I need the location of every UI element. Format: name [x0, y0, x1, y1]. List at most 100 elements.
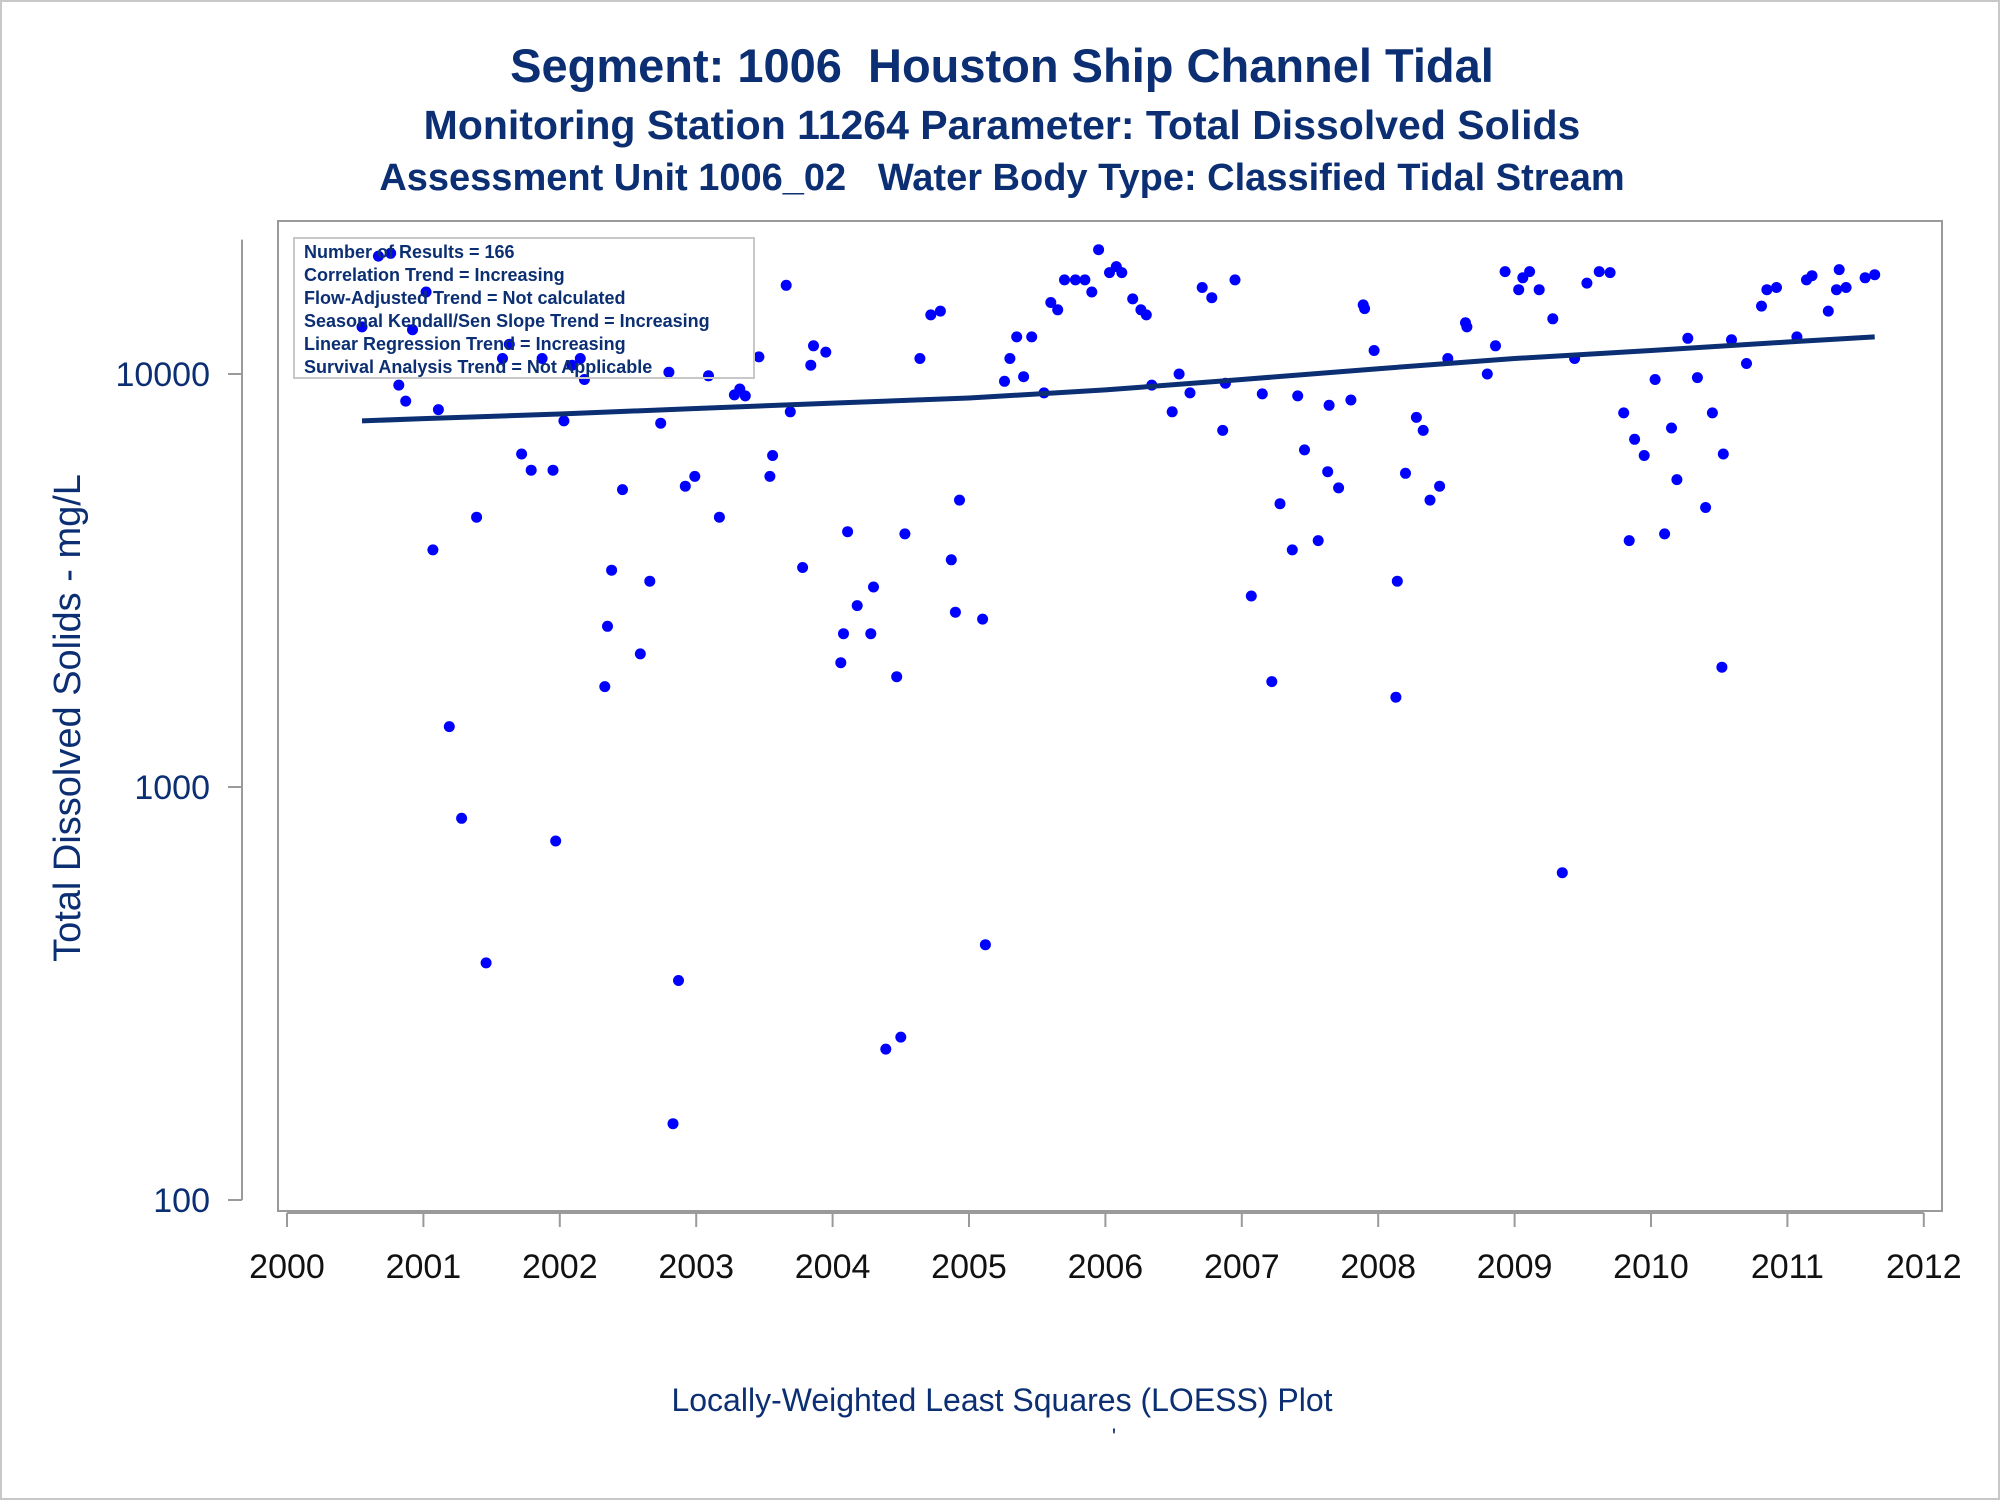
data-point — [1682, 332, 1694, 344]
data-point — [1499, 266, 1511, 278]
legend-line: Number of Results = 166 — [304, 242, 515, 262]
data-point — [1229, 274, 1241, 286]
data-point — [1390, 691, 1402, 703]
data-point — [1556, 867, 1568, 879]
legend-box — [293, 237, 755, 379]
data-point — [1116, 267, 1128, 279]
x-tick-label: 2010 — [1613, 1248, 1689, 1286]
data-point — [456, 812, 468, 824]
x-tick-label: 2012 — [1886, 1248, 1962, 1286]
data-point — [1196, 282, 1208, 293]
x-tick-label: 2002 — [522, 1248, 598, 1286]
data-point — [703, 370, 714, 382]
data-point — [1166, 406, 1178, 418]
data-point — [1018, 371, 1030, 383]
data-point — [1359, 303, 1371, 315]
data-point — [1011, 331, 1023, 343]
data-point — [739, 390, 751, 402]
data-point — [497, 353, 508, 364]
data-point — [1833, 264, 1845, 276]
data-point — [1093, 244, 1105, 256]
data-point — [934, 305, 946, 317]
data-point — [764, 470, 776, 482]
data-point — [1173, 368, 1185, 380]
data-point — [895, 1031, 907, 1043]
footnote-text: Locally-Weighted Least Squares (LOESS) P… — [671, 1382, 1333, 1418]
data-point — [1323, 399, 1335, 411]
data-point — [356, 321, 368, 333]
data-point — [945, 554, 957, 566]
data-point — [1666, 422, 1677, 434]
data-point — [1368, 345, 1380, 356]
data-point — [1417, 424, 1429, 436]
data-point — [550, 835, 562, 847]
data-point — [427, 544, 439, 556]
data-point — [820, 346, 832, 358]
data-point — [1726, 334, 1737, 346]
data-point — [1706, 407, 1718, 419]
chart-subtitle: Monitoring Station 11264 Parameter: Tota… — [423, 102, 1581, 148]
data-point — [1410, 411, 1422, 423]
data-point — [443, 721, 455, 733]
data-point — [602, 620, 613, 632]
data-point — [842, 526, 854, 538]
data-point — [1869, 269, 1881, 281]
data-point — [1671, 474, 1683, 486]
data-point — [1771, 282, 1782, 293]
data-point — [1691, 372, 1703, 384]
data-point — [372, 250, 384, 262]
data-point — [1292, 390, 1304, 402]
data-point — [655, 417, 667, 429]
x-tick-label: 2001 — [386, 1248, 462, 1286]
data-point — [1618, 407, 1630, 419]
data-point — [1806, 270, 1818, 282]
data-point — [868, 581, 879, 593]
data-point — [400, 395, 412, 407]
x-tick-label: 2011 — [1751, 1248, 1824, 1286]
data-point — [599, 681, 611, 693]
data-point — [1840, 282, 1852, 293]
data-point — [1717, 448, 1729, 460]
data-point — [979, 939, 991, 951]
data-point — [925, 309, 937, 321]
data-point — [713, 511, 725, 523]
data-point — [525, 464, 537, 476]
plot-area-border — [277, 220, 1943, 1212]
data-point — [393, 379, 405, 391]
data-point — [954, 494, 965, 506]
data-point — [578, 374, 590, 385]
data-point — [1004, 353, 1016, 364]
data-point — [1286, 544, 1298, 556]
data-point — [1256, 388, 1268, 400]
data-point — [1547, 313, 1559, 325]
data-point — [1127, 293, 1139, 305]
data-point — [1322, 466, 1334, 478]
data-point — [1245, 590, 1257, 602]
data-point — [1581, 277, 1593, 289]
data-point — [914, 353, 926, 364]
data-point — [1822, 305, 1834, 317]
y-tick-label: 100 — [153, 1182, 210, 1220]
data-point — [1086, 286, 1098, 298]
data-point — [1424, 494, 1436, 506]
data-point — [1184, 387, 1196, 399]
data-point — [1649, 374, 1661, 385]
data-point — [1461, 321, 1473, 333]
data-point — [407, 324, 418, 336]
data-point — [385, 247, 397, 259]
data-point — [644, 575, 656, 587]
footnote-mark: ' — [1112, 1424, 1116, 1449]
data-point — [838, 628, 849, 640]
data-point — [1266, 676, 1278, 688]
data-point — [1490, 340, 1501, 352]
data-point — [880, 1043, 892, 1055]
data-point — [1345, 394, 1357, 406]
data-point — [1638, 450, 1650, 461]
data-point — [558, 415, 570, 427]
data-point — [1400, 467, 1411, 479]
data-point — [977, 613, 989, 625]
x-tick-label: 2003 — [658, 1248, 734, 1286]
data-point — [899, 528, 911, 540]
